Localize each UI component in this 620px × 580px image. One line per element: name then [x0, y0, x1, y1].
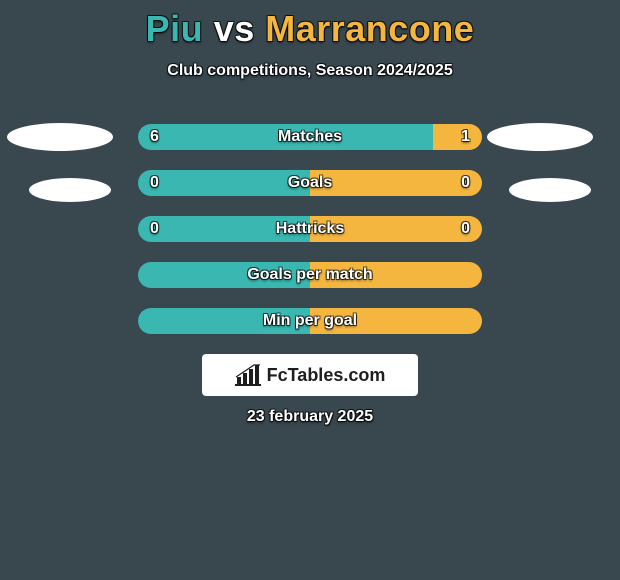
player2-name: Marrancone: [265, 8, 474, 49]
subtitle: Club competitions, Season 2024/2025: [0, 62, 620, 80]
decor-ellipse: [487, 123, 593, 151]
decor-ellipse: [509, 178, 591, 202]
chart-icon: [235, 364, 261, 386]
player1-name: Piu: [146, 8, 204, 49]
page-title: Piu vs Marrancone: [0, 8, 620, 50]
stat-row: 61Matches: [138, 124, 482, 150]
stat-label: Goals: [138, 170, 482, 196]
brand-badge: FcTables.com: [202, 354, 418, 396]
stat-row: Goals per match: [138, 262, 482, 288]
stat-label: Matches: [138, 124, 482, 150]
stat-row: Min per goal: [138, 308, 482, 334]
comparison-infographic: Piu vs Marrancone Club competitions, Sea…: [0, 0, 620, 580]
footer-date: 23 february 2025: [0, 408, 620, 426]
stat-label: Hattricks: [138, 216, 482, 242]
brand-text: FcTables.com: [267, 365, 386, 386]
decor-ellipse: [29, 178, 111, 202]
comparison-bars: 61Matches 00Goals 00Hattricks Goals per mat…: [138, 124, 482, 354]
stat-label: Min per goal: [138, 308, 482, 334]
stat-label: Goals per match: [138, 262, 482, 288]
stat-row: 00Goals: [138, 170, 482, 196]
decor-ellipse: [7, 123, 113, 151]
stat-row: 00Hattricks: [138, 216, 482, 242]
vs-label: vs: [214, 8, 255, 49]
